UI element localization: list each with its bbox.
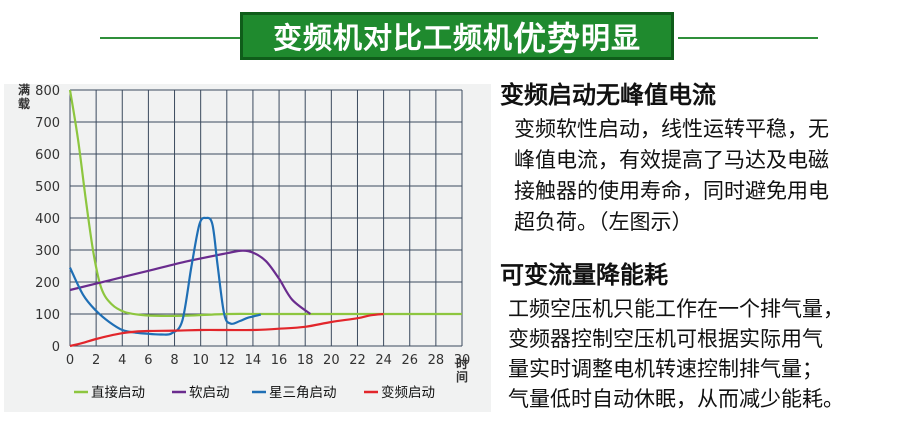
y-tick-label-7: 700 (35, 116, 60, 131)
x-tick-label-6: 12 (219, 353, 236, 368)
x-tick-label-13: 26 (401, 353, 418, 368)
x-tick-label-12: 24 (375, 353, 392, 368)
series-line-2 (69, 216, 262, 336)
body2-line-2: 变频器控制空压机可根据实际用气 (508, 327, 823, 351)
y-tick-label-8: 800 (35, 84, 60, 99)
body2-line-4: 气量低时自动休眠，从而减少能耗。 (508, 387, 844, 411)
body1-line-2: 峰值电流，有效提高了马达及电磁 (514, 148, 829, 172)
chart-series (68, 89, 462, 348)
x-tick-label-0: 0 (66, 353, 74, 368)
x-axis-label-bottom: 间 (456, 369, 468, 384)
x-tick-label-5: 10 (192, 353, 209, 368)
x-tick-label-4: 8 (170, 353, 178, 368)
chart-grid (69, 89, 463, 347)
body1-line-4: 超负荷。（左图示） (514, 210, 693, 234)
x-tick-label-15: 30 (454, 353, 471, 368)
banner-line-right (678, 37, 818, 39)
heading-no-peak-current: 变频启动无峰值电流 (500, 81, 716, 109)
start-current-chart: 0 100 200 300 400 500 600 700 800 0 2 4 6 8 10 12 14 16 1… (0, 76, 495, 433)
x-tick-label-8: 16 (271, 353, 288, 368)
body-vfd-start: 变频软性启动，线性运转平稳，无 峰值电流，有效提高了马达及电磁 接触器的使用寿命… (514, 114, 910, 238)
banner-title-box: 变频机对比工频机 优势 明显 (240, 12, 674, 60)
y-tick-label-2: 200 (35, 276, 60, 291)
x-tick-label-9: 18 (297, 353, 314, 368)
banner-title-part1: 变频机对比工频机 (272, 21, 513, 55)
legend-label-1: 软启动 (189, 385, 230, 401)
section-variable-flow: 可变流量降能耗 工频空压机只能工作在一个排气量， 变频器控制空压机可根据实际用气… (500, 260, 910, 414)
y-axis-label-bottom: 载 (18, 96, 30, 111)
y-tick-label-1: 100 (35, 308, 60, 323)
x-tick-label-11: 22 (349, 353, 366, 368)
y-tick-labels: 0 100 200 300 400 500 600 700 800 (35, 84, 60, 355)
y-tick-label-6: 600 (35, 148, 60, 163)
body1-line-1: 变频软性启动，线性运转平稳，无 (514, 117, 829, 141)
x-tick-label-3: 6 (144, 353, 152, 368)
section-vfd-start: 变频启动无峰值电流 变频软性启动，线性运转平稳，无 峰值电流，有效提高了马达及电… (500, 80, 910, 238)
chart-legend: 直接启动 软启动 星三角启动 变频启动 (74, 384, 435, 401)
heading-variable-flow: 可变流量降能耗 (500, 261, 668, 289)
banner-line-left (100, 37, 240, 39)
banner-title-part3: 明显 (581, 21, 642, 55)
x-tick-label-14: 28 (428, 353, 445, 368)
x-tick-label-1: 2 (92, 353, 100, 368)
x-tick-label-2: 4 (118, 353, 126, 368)
x-tick-labels: 0 2 4 6 8 10 12 14 16 18 20 22 24 26 28 30 (66, 353, 470, 368)
series-line-0 (68, 89, 462, 318)
legend-label-0: 直接启动 (91, 384, 145, 401)
series-line-3 (69, 312, 384, 348)
y-tick-label-5: 500 (35, 180, 60, 195)
body-variable-flow: 工频空压机只能工作在一个排气量， 变频器控制空压机可根据实际用气 量实时调整电机… (508, 294, 910, 414)
x-tick-label-7: 14 (245, 353, 262, 368)
banner-title-part2: 优势 (513, 19, 581, 58)
body2-line-3: 量实时调整电机转速控制排气量； (508, 357, 823, 381)
y-axis-label-top: 满 (18, 82, 30, 97)
y-tick-label-0: 0 (52, 340, 60, 355)
title-banner: 变频机对比工频机 优势 明显 (0, 0, 920, 76)
y-tick-label-4: 400 (35, 212, 60, 227)
legend-label-3: 变频启动 (381, 385, 435, 401)
x-tick-label-10: 20 (323, 353, 340, 368)
info-panel: 变频启动无峰值电流 变频软性启动，线性运转平稳，无 峰值电流，有效提高了马达及电… (500, 80, 910, 414)
y-tick-label-3: 300 (35, 244, 60, 259)
x-axis-label-top: 时 (456, 356, 468, 371)
legend-label-2: 星三角启动 (269, 385, 337, 401)
body1-line-3: 接触器的使用寿命，同时避免用电 (514, 179, 829, 203)
body2-line-1: 工频空压机只能工作在一个排气量， (508, 297, 844, 321)
series-line-1 (69, 249, 312, 315)
